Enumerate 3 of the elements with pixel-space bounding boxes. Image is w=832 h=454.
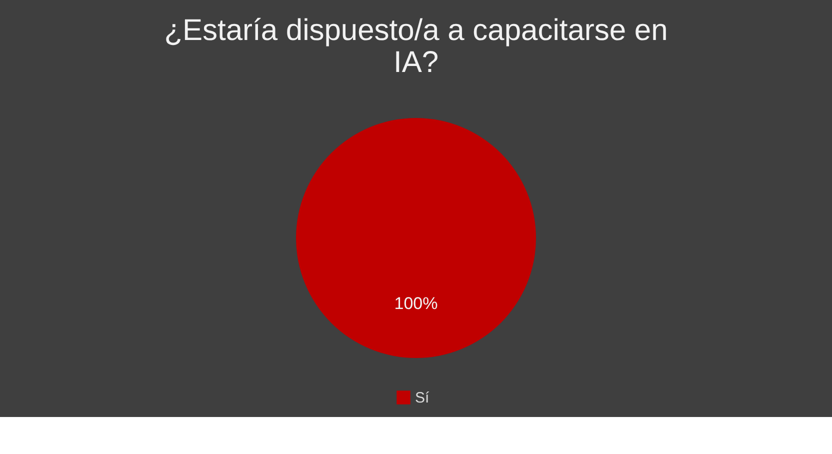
legend-label: Sí <box>415 390 430 406</box>
chart-title: ¿Estaría dispuesto/a a capacitarse en IA? <box>164 14 668 79</box>
data-label: 100% <box>394 294 438 313</box>
